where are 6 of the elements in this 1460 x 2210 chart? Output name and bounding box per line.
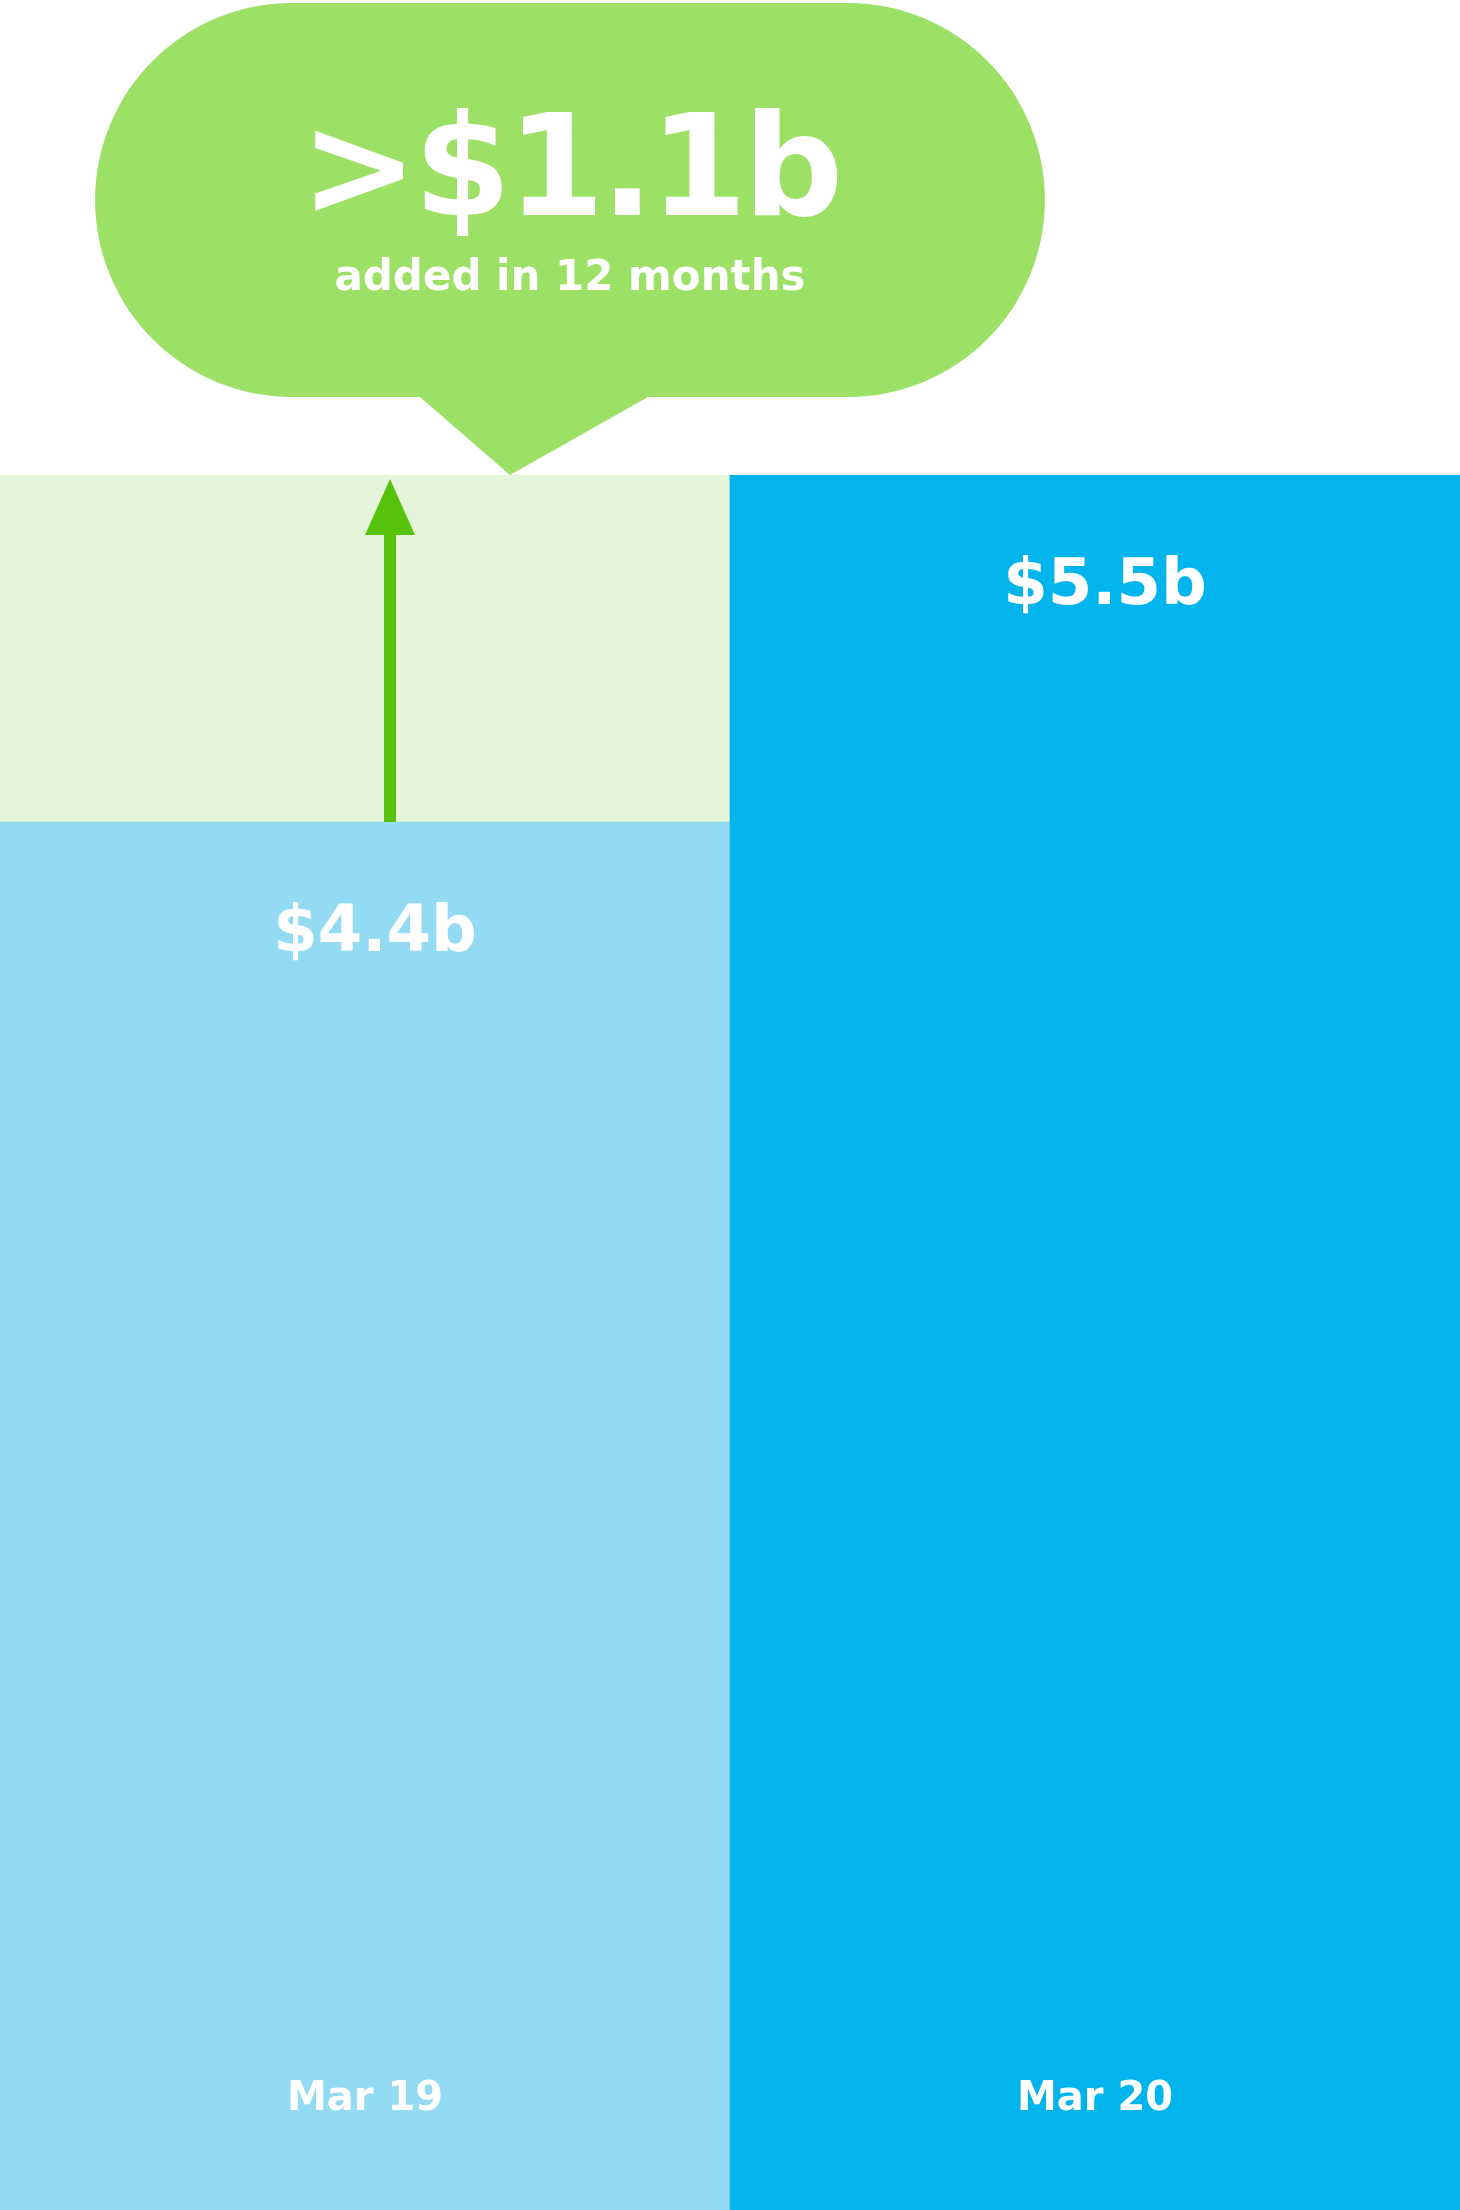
text: added in 12 months (334, 251, 806, 300)
x-tick-label: Mar 20 (1016, 2073, 1174, 2120)
data-label: $4.4b (273, 891, 477, 966)
x-tick-label: Mar 19 (286, 2073, 444, 2120)
text: >$1.1b (300, 85, 840, 248)
data-label: $5.5b (1003, 544, 1207, 619)
